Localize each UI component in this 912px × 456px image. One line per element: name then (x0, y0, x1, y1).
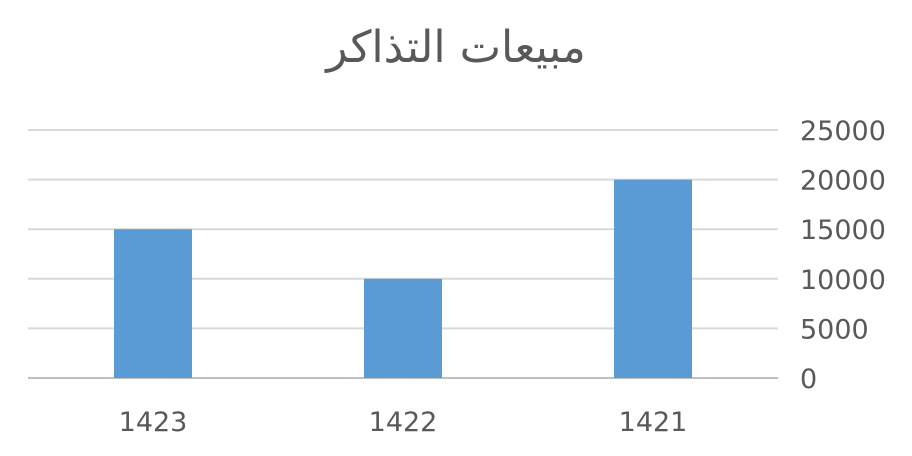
bar-1423 (114, 229, 192, 378)
x-tick-label: 1422 (369, 407, 438, 438)
y-tick-label: 5000 (800, 314, 869, 345)
y-tick-label: 20000 (800, 166, 886, 197)
bar-1421 (614, 179, 692, 378)
y-tick-label: 10000 (800, 265, 886, 296)
bar-1422 (364, 278, 442, 378)
y-tick-label: 15000 (800, 215, 886, 246)
x-tick-label: 1423 (119, 407, 188, 438)
x-tick-label: 1421 (619, 407, 688, 438)
y-tick-label: 0 (800, 364, 817, 395)
chart-title: مبيعات التذاكر (326, 22, 586, 73)
y-tick-label: 25000 (800, 116, 886, 147)
